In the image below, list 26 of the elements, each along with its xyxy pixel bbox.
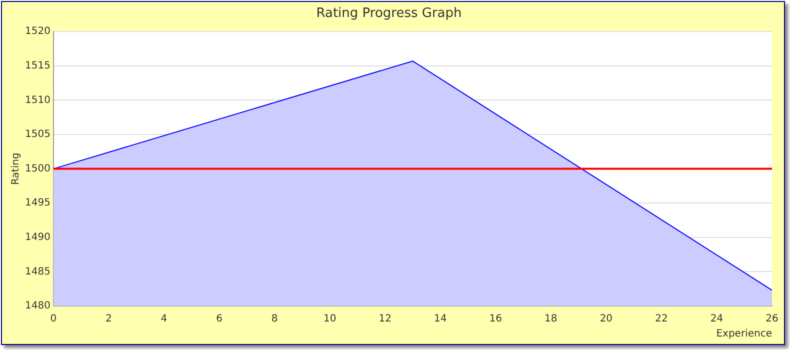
y-tick-label: 1500 bbox=[24, 163, 50, 174]
y-tick-label: 1480 bbox=[24, 300, 50, 312]
x-tick-label: 12 bbox=[378, 314, 392, 325]
y-tick-label: 1515 bbox=[24, 60, 50, 72]
x-tick-label: 4 bbox=[160, 314, 168, 325]
x-tick-label: 20 bbox=[600, 314, 613, 325]
x-tick-label: 0 bbox=[50, 314, 57, 325]
chart-title: Rating Progress Graph bbox=[316, 6, 462, 22]
x-tick-label: 22 bbox=[655, 314, 668, 325]
x-tick-label: 26 bbox=[766, 314, 778, 325]
x-tick-label: 6 bbox=[216, 314, 222, 325]
x-tick-label: 2 bbox=[106, 314, 112, 325]
x-tick-label: 8 bbox=[271, 314, 278, 325]
y-tick-label: 1505 bbox=[24, 129, 50, 140]
x-tick-label: 14 bbox=[434, 314, 447, 325]
x-tick-label: 18 bbox=[544, 314, 558, 325]
x-axis-title: Experience bbox=[716, 328, 772, 340]
y-tick-label: 1490 bbox=[24, 232, 50, 243]
y-axis-title: Rating bbox=[10, 152, 22, 185]
y-tick-label: 1510 bbox=[24, 94, 50, 106]
y-tick-label: 1485 bbox=[24, 266, 50, 278]
y-tick-label: 1520 bbox=[24, 26, 50, 38]
x-tick-label: 16 bbox=[489, 314, 502, 325]
y-tick-label: 1495 bbox=[24, 198, 50, 209]
x-tick-label: 10 bbox=[323, 314, 336, 325]
x-tick-label: 24 bbox=[710, 314, 724, 325]
